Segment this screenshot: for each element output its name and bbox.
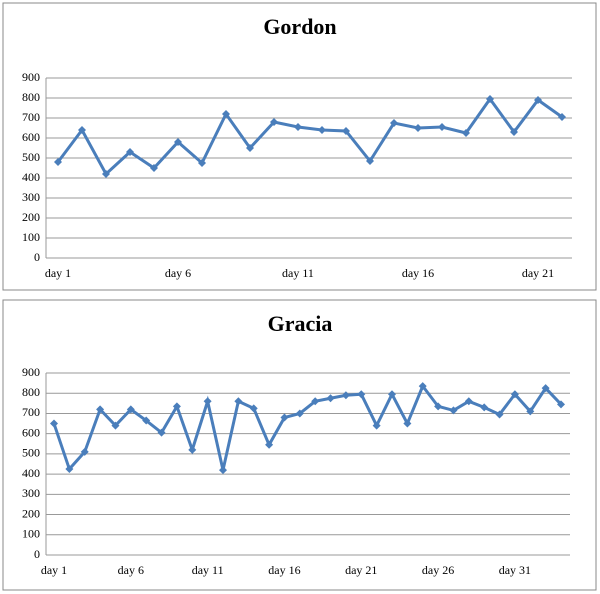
marker	[495, 410, 504, 419]
series-line	[52, 383, 563, 472]
marker	[78, 126, 86, 134]
marker	[403, 419, 412, 428]
marker	[111, 421, 120, 430]
marker	[150, 164, 158, 172]
marker	[388, 390, 396, 399]
y-tick-label: 400	[22, 170, 40, 184]
x-tick-label: day 26	[422, 563, 454, 577]
marker	[80, 447, 89, 456]
y-tick-label: 200	[22, 210, 40, 224]
marker	[434, 402, 443, 411]
panel	[2, 2, 597, 291]
y-tick-label: 300	[22, 486, 40, 500]
marker	[222, 110, 230, 118]
marker	[280, 413, 289, 422]
marker	[510, 128, 518, 136]
marker	[372, 421, 381, 430]
y-tick-label: 500	[22, 446, 40, 460]
y-tick-label: 900	[22, 365, 40, 379]
marker	[541, 384, 550, 393]
marker	[126, 148, 134, 156]
marker	[294, 123, 302, 131]
marker	[265, 440, 274, 449]
x-tick-label: day 1	[41, 563, 67, 577]
marker	[157, 428, 166, 437]
marker	[366, 157, 374, 165]
y-tick-label: 0	[34, 547, 40, 561]
marker	[198, 159, 206, 167]
marker	[270, 118, 278, 126]
x-tick-label: day 6	[165, 266, 191, 280]
marker	[526, 407, 535, 416]
y-tick-label: 0	[34, 250, 40, 264]
y-tick-label: 100	[22, 230, 40, 244]
marker	[510, 390, 519, 399]
y-tick-label: 400	[22, 466, 40, 480]
marker	[54, 158, 62, 166]
y-tick-label: 300	[22, 190, 40, 204]
chart-title: Gordon	[263, 14, 336, 39]
marker	[414, 124, 422, 132]
marker	[142, 416, 151, 425]
marker	[203, 397, 212, 406]
x-tick-label: day 31	[499, 563, 531, 577]
marker	[65, 465, 74, 474]
y-tick-label: 600	[22, 130, 40, 144]
marker	[326, 394, 335, 403]
marker	[318, 126, 326, 134]
y-tick-label: 500	[22, 150, 40, 164]
marker	[96, 405, 105, 414]
marker	[311, 397, 320, 406]
marker	[188, 445, 197, 454]
marker	[249, 404, 258, 413]
y-tick-label: 900	[22, 70, 40, 84]
marker	[462, 129, 470, 137]
x-tick-label: day 11	[192, 563, 224, 577]
y-tick-label: 200	[22, 506, 40, 520]
chart-title: Gracia	[268, 311, 333, 336]
y-tick-label: 600	[22, 425, 40, 439]
x-tick-label: day 16	[402, 266, 434, 280]
marker	[557, 400, 565, 409]
series-line	[56, 96, 563, 177]
x-tick-label: day 6	[118, 563, 144, 577]
marker	[174, 138, 182, 146]
x-tick-label: day 21	[522, 266, 554, 280]
x-tick-label: day 11	[282, 266, 314, 280]
marker	[102, 170, 110, 178]
marker	[342, 127, 350, 135]
marker	[341, 391, 350, 400]
x-tick-label: day 16	[268, 563, 300, 577]
marker	[50, 419, 58, 428]
marker	[464, 397, 473, 406]
marker	[295, 409, 304, 418]
y-tick-label: 800	[22, 385, 40, 399]
y-tick-label: 100	[22, 527, 40, 541]
marker	[449, 406, 458, 415]
marker	[418, 382, 427, 391]
marker	[534, 96, 542, 104]
marker	[357, 390, 366, 399]
marker	[126, 405, 135, 414]
marker	[438, 123, 446, 131]
y-tick-label: 800	[22, 90, 40, 104]
y-tick-label: 700	[22, 405, 40, 419]
x-tick-label: day 1	[45, 266, 71, 280]
marker	[172, 402, 181, 411]
marker	[234, 397, 243, 406]
marker	[390, 119, 398, 127]
panel	[2, 299, 597, 591]
y-tick-label: 700	[22, 110, 40, 124]
marker	[486, 95, 494, 103]
marker	[480, 403, 489, 412]
marker	[219, 466, 227, 475]
x-tick-label: day 21	[345, 563, 377, 577]
marker	[246, 144, 254, 152]
marker	[558, 113, 566, 121]
